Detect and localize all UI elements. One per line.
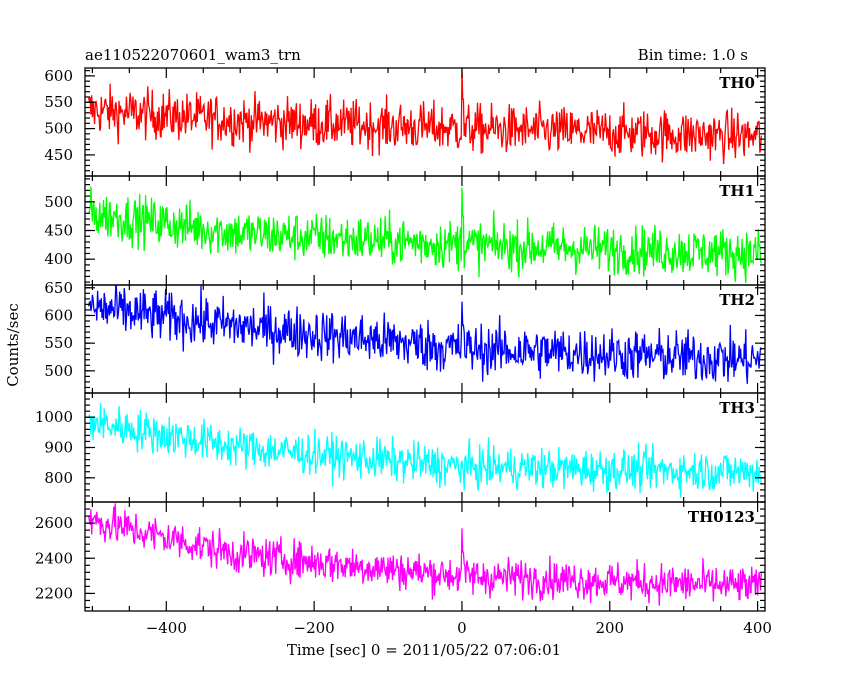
panel-frame	[84, 501, 766, 612]
x-axis-label: Time [sec] 0 = 2011/05/22 07:06:01	[287, 641, 561, 659]
panel-label-th0: TH0	[719, 74, 755, 92]
series-line-th0123	[88, 503, 762, 606]
chart-title-right: Bin time: 1.0 s	[638, 46, 748, 64]
panel-th0: 450 500 550 600 TH0	[44, 67, 766, 177]
y-tick-label: 550	[44, 334, 73, 352]
panel-th1: 400 450 500 TH1	[44, 175, 766, 286]
panel-th3: 800 900 1000 TH3	[35, 392, 766, 503]
y-tick-label: 400	[44, 250, 73, 268]
y-tick-label: 650	[44, 279, 73, 297]
y-tick-label: 500	[44, 193, 73, 211]
series-line-th1	[88, 186, 762, 284]
y-tick-label: 600	[44, 306, 73, 324]
series-line-th2	[88, 285, 762, 384]
y-tick-label: 500	[44, 362, 73, 380]
x-tick-label: 200	[595, 619, 624, 637]
y-tick-label: 1000	[35, 408, 73, 426]
y-tick-label: 600	[44, 67, 73, 85]
y-tick-label: 2600	[35, 514, 73, 532]
y-tick-label: 2400	[35, 549, 73, 567]
x-tick-label: −200	[294, 619, 335, 637]
y-tick-label: 2200	[35, 584, 73, 602]
y-tick-label: 500	[44, 120, 73, 138]
x-tick-label: 400	[743, 619, 772, 637]
y-axis-label: Counts/sec	[4, 303, 22, 387]
series-line-th0	[88, 69, 762, 165]
y-tick-label: 450	[44, 222, 73, 240]
panel-label-th3: TH3	[719, 399, 755, 417]
y-tick-label: 800	[44, 469, 73, 487]
y-tick-label: 900	[44, 439, 73, 457]
panel-th2: 500 550 600 650 TH2	[44, 279, 766, 394]
panels-group: 450 500 550 600 TH0 400 450 500 TH1 500 550 600 650 T…	[35, 67, 766, 612]
x-tick-label: 0	[457, 619, 467, 637]
x-tick-label: −400	[146, 619, 187, 637]
y-tick-label: 550	[44, 93, 73, 111]
panel-th0123: 2200 2400 2600 TH0123	[35, 501, 766, 612]
chart-title-left: ae110522070601_wam3_trn	[85, 46, 301, 64]
panel-label-th2: TH2	[719, 291, 755, 309]
x-tick-labels: −400 −200 0 200 400	[146, 619, 772, 637]
panel-label-th0123: TH0123	[688, 508, 755, 526]
series-line-th3	[88, 402, 762, 498]
y-tick-label: 450	[44, 146, 73, 164]
panel-label-th1: TH1	[719, 182, 755, 200]
